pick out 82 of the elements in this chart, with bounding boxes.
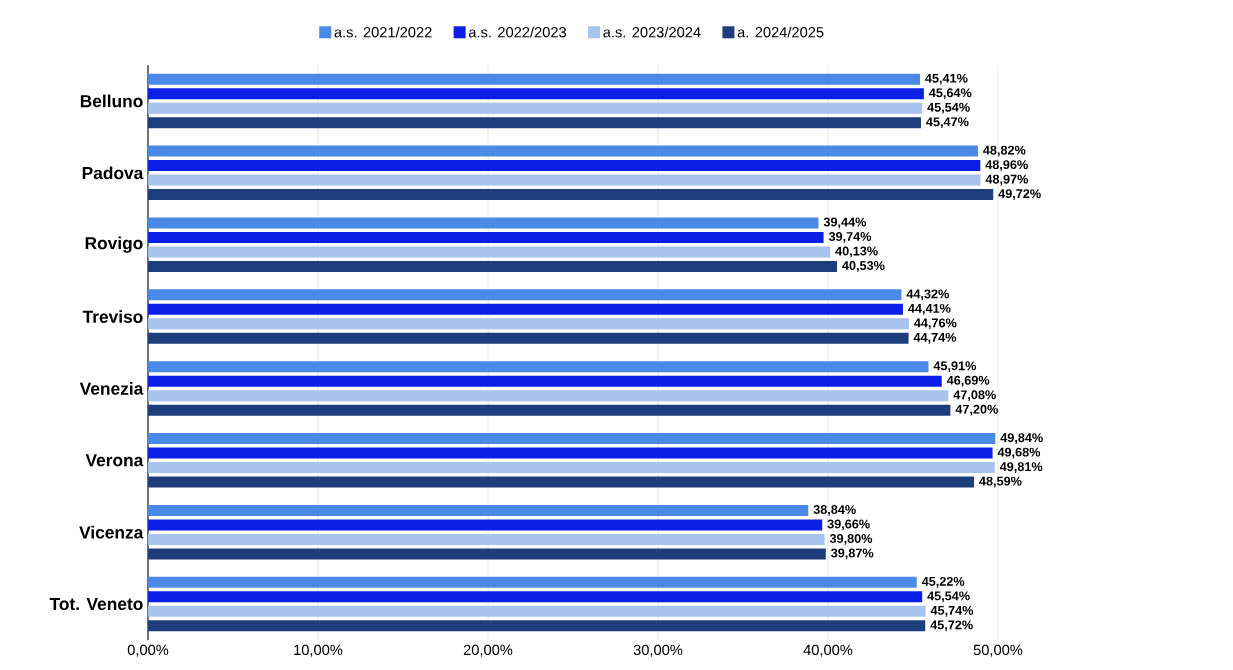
legend-label: a.s. 2021/2022 <box>334 26 432 38</box>
data-label: 45,74% <box>930 605 974 617</box>
bar <box>148 620 926 632</box>
bar <box>148 361 929 373</box>
bar <box>148 548 826 560</box>
data-label: 47,20% <box>955 404 998 416</box>
x-tick-label: 10,00% <box>294 644 343 657</box>
data-label: 45,54% <box>927 591 970 603</box>
data-label: 49,72% <box>998 189 1041 200</box>
bar <box>148 504 809 516</box>
bar <box>148 576 917 588</box>
y-tick-label: Vicenza <box>79 525 144 539</box>
y-tick-label: Treviso <box>82 310 143 323</box>
bar <box>148 390 949 402</box>
bar <box>148 519 823 531</box>
data-label: 49,84% <box>1000 433 1043 444</box>
y-tick-label: Rovigo <box>85 236 143 253</box>
bar <box>148 332 909 344</box>
y-tick-label: Belluno <box>80 94 143 108</box>
bar <box>148 174 981 186</box>
data-label: 44,74% <box>913 332 957 344</box>
legend-label: a.s. 2022/2023 <box>468 26 567 38</box>
data-label: 45,91% <box>933 361 977 373</box>
data-label: 48,59% <box>979 476 1022 488</box>
data-label: 48,82% <box>983 145 1026 157</box>
y-tick-label: Venezia <box>79 382 144 395</box>
bar <box>148 375 942 387</box>
data-label: 45,64% <box>929 88 972 100</box>
data-label: 49,68% <box>997 447 1041 459</box>
x-tick-label: 20,00% <box>463 644 513 657</box>
data-label: 48,97% <box>985 174 1029 186</box>
y-tick-label: Tot. Veneto <box>49 598 143 611</box>
bar <box>148 433 996 445</box>
legend-label: a. 2024/2025 <box>737 26 824 38</box>
bar <box>148 462 995 474</box>
bar <box>148 246 831 258</box>
bar <box>148 117 921 129</box>
data-label: 39,44% <box>823 217 867 229</box>
data-label: 45,47% <box>926 117 969 129</box>
bar <box>148 102 923 114</box>
data-label: 45,72% <box>930 620 973 632</box>
x-tick-label: 50,00% <box>973 644 1023 657</box>
data-label: 38,84% <box>813 505 856 516</box>
bar <box>148 88 924 100</box>
data-label: 45,54% <box>927 102 970 114</box>
bar <box>148 591 923 603</box>
bar <box>148 73 920 85</box>
data-label: 39,66% <box>827 519 870 531</box>
bar <box>148 231 824 243</box>
y-tick-label: Verona <box>85 454 144 467</box>
data-label: 45,22% <box>921 576 965 588</box>
data-label: 39,74% <box>828 232 872 243</box>
data-label: 48,96% <box>985 160 1028 171</box>
bar <box>148 145 978 157</box>
data-label: 47,08% <box>953 390 996 402</box>
legend-label: a.s. 2023/2024 <box>603 26 701 38</box>
data-label: 40,53% <box>842 261 885 272</box>
bar <box>148 289 902 301</box>
data-label: 40,13% <box>835 246 878 258</box>
bar <box>148 533 825 545</box>
bar <box>148 189 994 201</box>
bar <box>148 447 993 459</box>
y-tick-label: Padova <box>82 166 144 180</box>
data-label: 39,87% <box>831 548 874 560</box>
data-label: 44,76% <box>914 318 957 330</box>
bar <box>148 404 951 416</box>
bar <box>148 303 903 315</box>
data-label: 49,81% <box>999 462 1043 473</box>
data-label: 45,41% <box>925 73 968 85</box>
data-label: 39,80% <box>829 534 873 545</box>
bar <box>148 217 819 229</box>
x-tick-label: 0,00% <box>127 644 169 657</box>
bar <box>148 476 975 488</box>
data-label: 44,41% <box>908 303 951 315</box>
bar <box>148 318 909 330</box>
data-label: 44,32% <box>906 289 949 301</box>
data-label: 46,69% <box>946 375 990 387</box>
x-tick-label: 30,00% <box>633 644 683 657</box>
bar <box>148 260 838 272</box>
x-tick-label: 40,00% <box>803 644 853 657</box>
bar <box>148 160 981 172</box>
bar <box>148 605 926 617</box>
